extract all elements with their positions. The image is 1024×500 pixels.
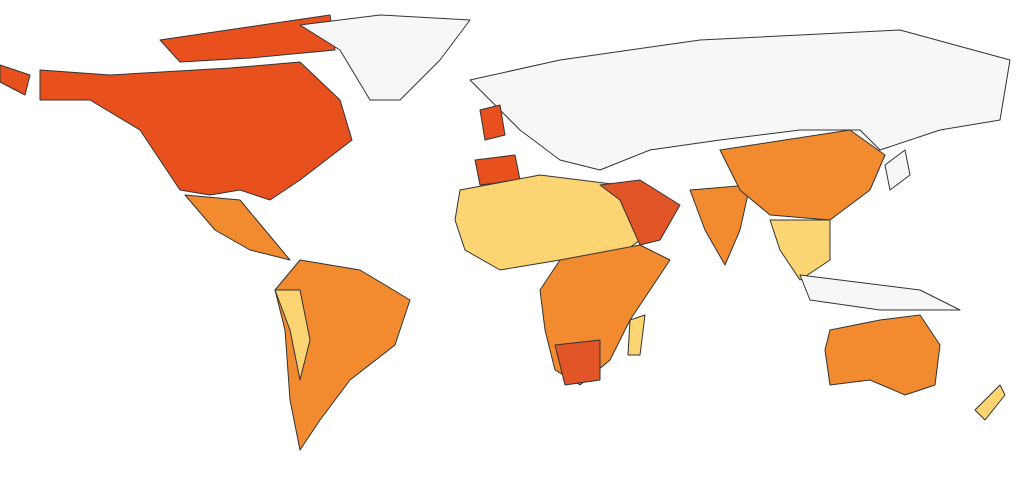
region: [689, 184, 751, 266]
region: [274, 289, 311, 381]
region: [39, 61, 353, 201]
region: [769, 219, 831, 281]
region: [299, 14, 471, 101]
region: [719, 129, 886, 221]
region: [159, 14, 336, 63]
region: [884, 149, 911, 191]
region: [184, 194, 291, 261]
region: [974, 384, 1006, 421]
region: [479, 104, 506, 141]
region: [627, 314, 646, 356]
region: [554, 339, 601, 386]
region: [0, 64, 31, 96]
region: [824, 314, 941, 396]
region: [469, 29, 1011, 171]
region: [599, 179, 681, 246]
region: [799, 274, 961, 311]
region: [274, 259, 411, 451]
